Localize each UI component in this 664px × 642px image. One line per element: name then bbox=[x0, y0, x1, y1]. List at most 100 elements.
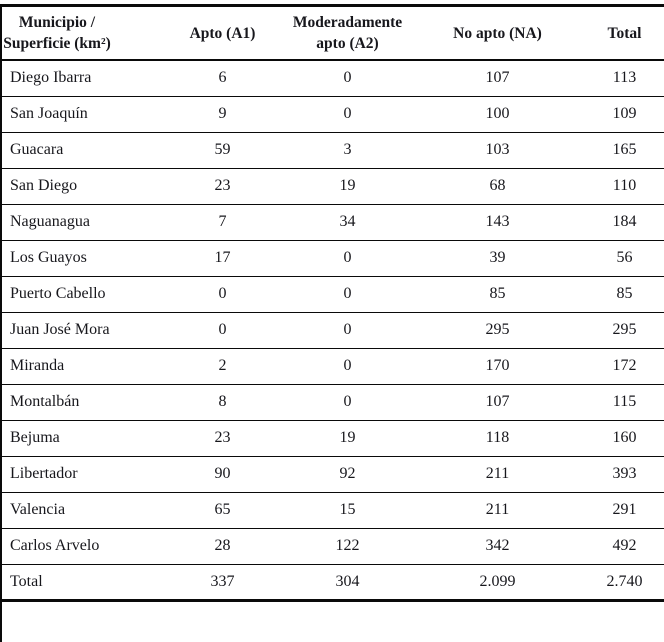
cell-total: 85 bbox=[616, 285, 633, 302]
table-row: Diego Ibarra 6 0 107 113 bbox=[0, 60, 664, 96]
header-cell-apto-a1: Apto (A1) bbox=[160, 6, 285, 61]
cell-municipio: Juan José Mora bbox=[10, 321, 110, 338]
cell-total: 109 bbox=[612, 105, 637, 122]
cell-municipio: Naguanagua bbox=[10, 213, 90, 230]
cell-total: 160 bbox=[612, 429, 637, 446]
table-body: Diego Ibarra 6 0 107 113 San Joaquín 9 0 100 109 G… bbox=[0, 60, 664, 600]
header-label-line: Moderadamente bbox=[292, 14, 403, 31]
header-label-line: Superficie (km²) bbox=[3, 35, 111, 52]
header-cell-no-apto-na: No apto (NA) bbox=[410, 6, 585, 61]
cell-no-apto-na: 107 bbox=[485, 69, 510, 87]
cell-mod-apto-a2: 0 bbox=[343, 357, 352, 374]
cell-municipio: Total bbox=[10, 572, 43, 590]
header-label-line: Apto (A1) bbox=[189, 24, 256, 42]
cell-apto-a1: 8 bbox=[218, 393, 227, 410]
cell-no-apto-na: 295 bbox=[485, 321, 510, 338]
table-row: Valencia 65 15 211 291 bbox=[0, 492, 664, 528]
cell-no-apto-na: 342 bbox=[485, 537, 510, 554]
header-label-line: No apto (NA) bbox=[453, 24, 542, 42]
table-row: Naguanagua 7 34 143 184 bbox=[0, 204, 664, 240]
cell-no-apto-na: 100 bbox=[485, 105, 510, 122]
cell-municipio: Carlos Arvelo bbox=[10, 537, 100, 554]
total-row: Total 337 304 2.099 2.740 bbox=[0, 564, 664, 600]
cell-apto-a1: 28 bbox=[214, 537, 231, 554]
cell-mod-apto-a2: 0 bbox=[343, 285, 352, 302]
cell-total: 184 bbox=[612, 213, 637, 230]
table-row: San Joaquín 9 0 100 109 bbox=[0, 96, 664, 132]
cell-municipio: Guacara bbox=[10, 141, 64, 158]
cell-municipio: Libertador bbox=[10, 465, 78, 482]
cell-total: 295 bbox=[612, 321, 637, 338]
table-row: Miranda 2 0 170 172 bbox=[0, 348, 664, 384]
cell-apto-a1: 2 bbox=[218, 357, 227, 374]
header-row: Municipio / Superficie (km²) Apto (A1) Mode… bbox=[0, 5, 664, 61]
cell-total: 115 bbox=[612, 393, 637, 410]
cell-no-apto-na: 2.099 bbox=[479, 572, 516, 590]
cell-total: 113 bbox=[612, 69, 637, 87]
cell-apto-a1: 6 bbox=[218, 69, 227, 87]
header-label-line: Total bbox=[607, 24, 642, 42]
cell-municipio: Diego Ibarra bbox=[10, 69, 92, 87]
table-row: Carlos Arvelo 28 122 342 492 bbox=[0, 528, 664, 564]
cell-total: 492 bbox=[612, 537, 637, 554]
table-header: Municipio / Superficie (km²) Apto (A1) Mode… bbox=[0, 5, 664, 61]
cell-municipio: Los Guayos bbox=[10, 249, 87, 266]
cell-apto-a1: 0 bbox=[218, 285, 227, 302]
cell-municipio: Puerto Cabello bbox=[10, 285, 106, 302]
cell-municipio: Montalbán bbox=[10, 393, 80, 410]
cell-mod-apto-a2: 15 bbox=[339, 501, 356, 518]
cell-apto-a1: 0 bbox=[218, 321, 227, 338]
cell-municipio: Bejuma bbox=[10, 429, 60, 446]
cell-mod-apto-a2: 19 bbox=[339, 177, 356, 194]
table-row: Puerto Cabello 0 0 85 85 bbox=[0, 276, 664, 312]
cell-no-apto-na: 85 bbox=[489, 285, 506, 302]
cell-apto-a1: 17 bbox=[214, 249, 231, 266]
header-label-line: apto (A2) bbox=[316, 35, 379, 52]
cell-no-apto-na: 107 bbox=[485, 393, 510, 410]
cell-apto-a1: 7 bbox=[218, 213, 227, 230]
municipality-aptitude-table: Municipio / Superficie (km²) Apto (A1) Mode… bbox=[0, 4, 664, 602]
cell-apto-a1: 59 bbox=[214, 141, 231, 158]
cell-total: 393 bbox=[612, 465, 637, 482]
header-cell-municipio: Municipio / Superficie (km²) bbox=[0, 6, 160, 61]
cell-municipio: San Diego bbox=[10, 177, 78, 194]
cell-no-apto-na: 211 bbox=[485, 501, 510, 518]
cell-no-apto-na: 211 bbox=[485, 465, 510, 482]
cell-total: 291 bbox=[612, 501, 637, 518]
table-row: Los Guayos 17 0 39 56 bbox=[0, 240, 664, 276]
cell-total: 172 bbox=[612, 357, 637, 374]
cell-no-apto-na: 39 bbox=[489, 249, 506, 266]
cell-municipio: San Joaquín bbox=[10, 105, 88, 122]
header-label-line: Municipio / bbox=[18, 14, 96, 31]
cell-apto-a1: 65 bbox=[214, 501, 231, 518]
header-cell-total: Total bbox=[585, 6, 664, 61]
cell-apto-a1: 9 bbox=[218, 105, 227, 122]
cell-no-apto-na: 68 bbox=[489, 177, 506, 194]
cell-apto-a1: 23 bbox=[214, 177, 231, 194]
cell-mod-apto-a2: 304 bbox=[335, 572, 360, 590]
cell-total: 165 bbox=[612, 141, 637, 158]
cell-mod-apto-a2: 3 bbox=[343, 141, 352, 158]
table-row: Juan José Mora 0 0 295 295 bbox=[0, 312, 664, 348]
cell-mod-apto-a2: 19 bbox=[339, 429, 356, 446]
table-row: San Diego 23 19 68 110 bbox=[0, 168, 664, 204]
cell-total: 110 bbox=[612, 177, 637, 194]
cell-mod-apto-a2: 0 bbox=[343, 105, 352, 122]
cell-municipio: Valencia bbox=[10, 501, 66, 518]
cell-apto-a1: 90 bbox=[214, 465, 231, 482]
table-row: Guacara 59 3 103 165 bbox=[0, 132, 664, 168]
cell-mod-apto-a2: 92 bbox=[339, 465, 356, 482]
cell-mod-apto-a2: 122 bbox=[335, 537, 360, 554]
cell-no-apto-na: 118 bbox=[485, 429, 510, 446]
table-row: Libertador 90 92 211 393 bbox=[0, 456, 664, 492]
cell-mod-apto-a2: 0 bbox=[343, 393, 352, 410]
cell-no-apto-na: 170 bbox=[485, 357, 510, 374]
cell-mod-apto-a2: 0 bbox=[343, 321, 352, 338]
cell-apto-a1: 337 bbox=[210, 572, 235, 590]
cell-total: 56 bbox=[616, 249, 633, 266]
cell-municipio: Miranda bbox=[10, 357, 65, 374]
cell-mod-apto-a2: 0 bbox=[343, 69, 352, 87]
cell-mod-apto-a2: 0 bbox=[343, 249, 352, 266]
cell-total: 2.740 bbox=[606, 572, 643, 590]
page-left-edge-rule bbox=[0, 4, 2, 642]
